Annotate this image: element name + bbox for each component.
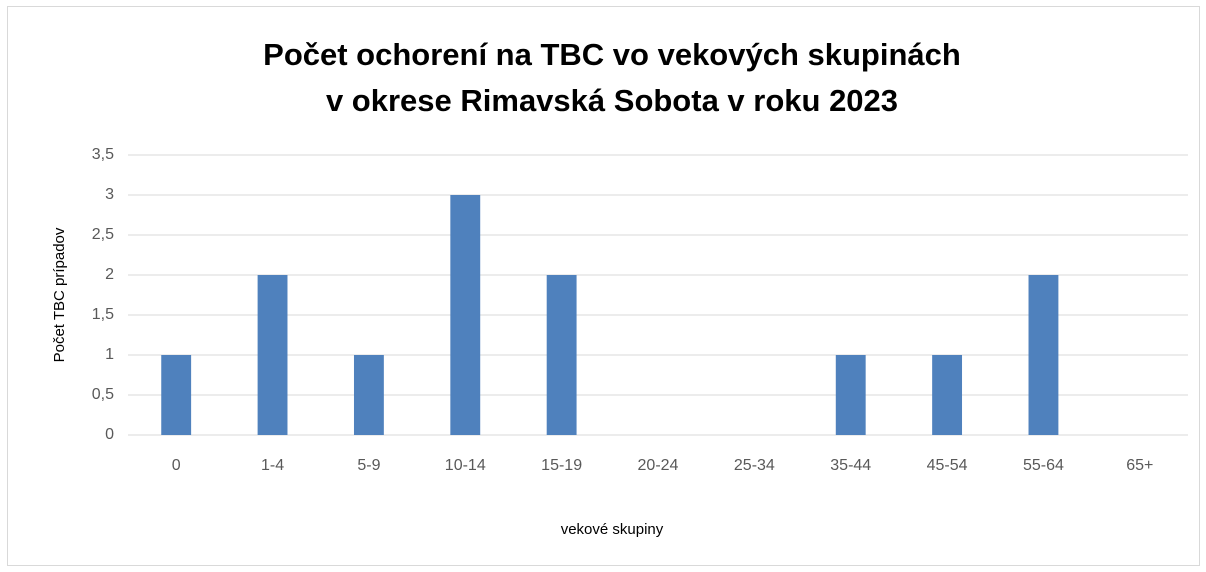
x-tick-label: 15-19 [541,457,582,474]
x-tick-label: 1-4 [261,457,284,474]
chart-title: Počet ochorení na TBC vo vekových skupin… [263,37,961,72]
y-tick-label: 1,5 [92,306,114,323]
y-tick-label: 2,5 [92,226,114,243]
bar [1028,275,1059,435]
y-tick-label: 1 [105,346,114,363]
x-tick-label: 5-9 [357,457,380,474]
x-tick-label: 65+ [1126,457,1153,474]
bar [450,195,481,435]
y-tick-label: 0 [105,426,114,443]
x-tick-label: 20-24 [638,457,679,474]
y-tick-label: 2 [105,266,114,283]
bar [546,275,577,435]
x-tick-label: 35-44 [830,457,871,474]
x-tick-label: 0 [172,457,181,474]
chart-title: v okrese Rimavská Sobota v roku 2023 [326,83,898,118]
y-axis-label: Počet TBC prípadov [51,227,68,362]
x-tick-label: 45-54 [927,457,968,474]
bar [161,355,192,435]
x-axis-label: vekové skupiny [561,521,664,538]
y-tick-label: 3,5 [92,146,114,163]
bar [353,355,384,435]
chart-frame [7,6,1200,566]
y-tick-label: 3 [105,186,114,203]
x-tick-label: 25-34 [734,457,775,474]
bar [257,275,288,435]
x-tick-label: 55-64 [1023,457,1064,474]
x-tick-label: 10-14 [445,457,486,474]
y-tick-label: 0,5 [92,386,114,403]
bar [932,355,963,435]
bar [835,355,866,435]
